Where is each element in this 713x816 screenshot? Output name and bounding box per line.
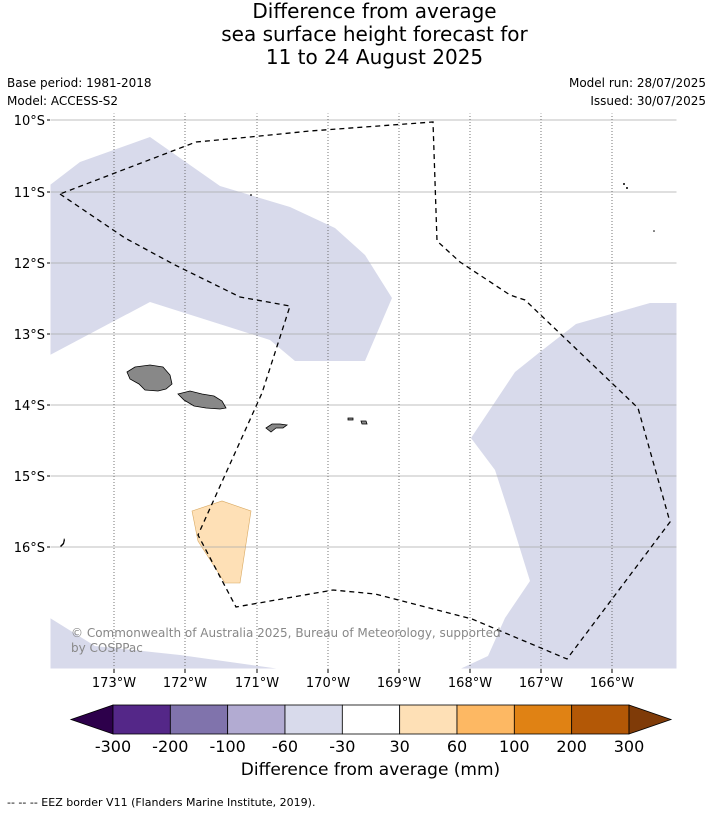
lon-tick-label: 171°W	[235, 676, 279, 691]
lon-tick-label: 172°W	[163, 676, 207, 691]
colorbar-segment	[284, 704, 343, 735]
lat-axis-labels: 10°S 11°S 12°S 13°S 14°S 15°S 16°S	[14, 114, 45, 556]
anomaly-region-positive	[191, 500, 252, 584]
title-line-1: Difference from average	[252, 0, 497, 23]
colorbar-segment	[456, 704, 515, 735]
colorbar-arrow-low	[69, 704, 114, 735]
colorbar-tick-label: 200	[556, 737, 587, 756]
copyright-notice: © Commonwealth of Australia 2025, Bureau…	[71, 626, 501, 655]
lon-tick-label: 168°W	[448, 676, 492, 691]
colorbar	[69, 704, 673, 735]
title-line-3: 11 to 24 August 2025	[265, 45, 484, 69]
colorbar-segment	[341, 704, 401, 735]
colorbar-segment	[399, 704, 458, 735]
colorbar-tick-label: -60	[272, 737, 298, 756]
colorbar-tick-label: -300	[95, 737, 131, 756]
lon-tick-label: 173°W	[92, 676, 136, 691]
colorbar-tick-label: 100	[499, 737, 530, 756]
eez-borders	[59, 121, 671, 660]
lat-tick-label: 15°S	[14, 470, 45, 485]
lon-axis-labels: 173°W 172°W 171°W 170°W 169°W 168°W 167°…	[92, 676, 634, 691]
colorbar-title: Difference from average (mm)	[240, 760, 501, 780]
manua-island-2	[360, 420, 368, 425]
small-islets	[60, 183, 655, 547]
eez-samoa	[59, 121, 671, 660]
anomaly-region-south	[50, 618, 280, 669]
lat-tick-label: 14°S	[14, 399, 45, 414]
map-panel	[50, 113, 677, 669]
map-title: Difference from average sea surface heig…	[0, 0, 713, 69]
colorbar-segment	[227, 704, 286, 735]
colorbar-arrow-high	[628, 704, 673, 735]
lat-tick-label: 12°S	[14, 257, 45, 272]
lon-tick-label: 166°W	[590, 676, 634, 691]
colorbar-tick-label: -200	[152, 737, 188, 756]
colorbar-segment	[169, 704, 229, 735]
meta-left: Base period: 1981-2018 Model: ACCESS-S2	[7, 74, 152, 110]
issued-date: Issued: 30/07/2025	[590, 94, 706, 108]
colorbar-segment	[513, 704, 573, 735]
samoa-islands	[126, 364, 227, 410]
tutuila-island	[265, 423, 289, 433]
lat-tick-label: 13°S	[14, 328, 45, 343]
model-run: Model run: 28/07/2025	[568, 76, 706, 90]
lat-tick-label: 10°S	[14, 114, 45, 129]
lat-gridlines	[50, 119, 677, 548]
anomaly-region-north	[50, 137, 392, 361]
lat-tick-label: 16°S	[14, 541, 45, 556]
base-period: Base period: 1981-2018	[7, 76, 152, 90]
savaii-island	[126, 364, 173, 392]
upolu-island	[177, 390, 227, 410]
colorbar-tick-label: 30	[389, 737, 409, 756]
lat-tick-label: 11°S	[14, 186, 45, 201]
colorbar-labels: -300 -200 -100 -60 -30 30 60 100 200 300	[95, 737, 644, 756]
map-frame	[49, 112, 678, 670]
anomaly-region-east	[460, 303, 677, 669]
title-line-2: sea surface height forecast for	[221, 22, 528, 46]
colorbar-tick-label: -100	[210, 737, 246, 756]
meta-right: Model run: 28/07/2025 Issued: 30/07/2025	[569, 74, 706, 110]
manua-island-1	[347, 417, 354, 421]
eez-legend-note: -- -- -- EEZ border V11 (Flanders Marine…	[7, 796, 316, 809]
lon-tick-label: 167°W	[519, 676, 563, 691]
colorbar-segment	[571, 704, 630, 735]
lon-tick-label: 169°W	[377, 676, 421, 691]
american-samoa-islands	[265, 417, 368, 433]
colorbar-segment	[112, 704, 171, 735]
colorbar-tick-label: 300	[614, 737, 645, 756]
lon-tick-label: 170°W	[306, 676, 350, 691]
colorbar-tick-label: 60	[447, 737, 467, 756]
model-name: Model: ACCESS-S2	[7, 94, 119, 108]
lon-ticks	[113, 669, 613, 673]
lat-ticks	[47, 119, 50, 548]
colorbar-tick-label: -30	[329, 737, 355, 756]
